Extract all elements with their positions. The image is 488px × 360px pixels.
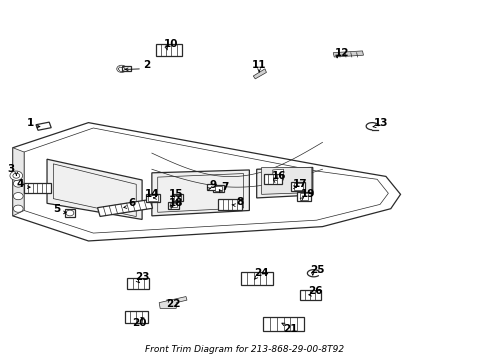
Text: 26: 26 bbox=[307, 286, 322, 296]
Circle shape bbox=[117, 65, 126, 72]
Text: 21: 21 bbox=[283, 324, 298, 334]
Polygon shape bbox=[171, 194, 182, 201]
Text: 17: 17 bbox=[293, 179, 307, 189]
Text: 22: 22 bbox=[166, 299, 181, 309]
Text: 4: 4 bbox=[17, 179, 24, 189]
Polygon shape bbox=[122, 66, 131, 71]
Text: 10: 10 bbox=[164, 39, 178, 49]
Polygon shape bbox=[24, 183, 51, 193]
Polygon shape bbox=[218, 199, 241, 210]
Polygon shape bbox=[241, 272, 272, 285]
Polygon shape bbox=[293, 183, 302, 189]
Polygon shape bbox=[256, 167, 312, 198]
Polygon shape bbox=[13, 123, 400, 241]
Polygon shape bbox=[206, 184, 215, 190]
Polygon shape bbox=[215, 186, 222, 190]
Polygon shape bbox=[97, 199, 152, 216]
Polygon shape bbox=[173, 195, 180, 199]
Text: 1: 1 bbox=[26, 118, 34, 128]
Polygon shape bbox=[170, 203, 177, 207]
Polygon shape bbox=[262, 318, 304, 331]
Polygon shape bbox=[297, 192, 310, 201]
Polygon shape bbox=[291, 182, 305, 191]
Text: 6: 6 bbox=[128, 198, 136, 208]
Polygon shape bbox=[127, 278, 149, 289]
Text: 2: 2 bbox=[143, 60, 150, 70]
Polygon shape bbox=[332, 51, 363, 57]
Polygon shape bbox=[64, 210, 75, 217]
Text: 8: 8 bbox=[236, 197, 243, 207]
Text: 18: 18 bbox=[169, 198, 183, 208]
Text: 3: 3 bbox=[8, 164, 15, 174]
Polygon shape bbox=[13, 148, 24, 216]
Circle shape bbox=[10, 171, 22, 180]
Text: 5: 5 bbox=[53, 204, 61, 214]
Polygon shape bbox=[124, 311, 148, 323]
Polygon shape bbox=[47, 159, 142, 220]
Polygon shape bbox=[145, 194, 160, 202]
Text: 23: 23 bbox=[135, 272, 149, 282]
Polygon shape bbox=[299, 193, 308, 199]
Text: 9: 9 bbox=[209, 180, 216, 190]
Circle shape bbox=[66, 210, 74, 216]
Text: Front Trim Diagram for 213-868-29-00-8T92: Front Trim Diagram for 213-868-29-00-8T9… bbox=[144, 345, 344, 354]
Text: 14: 14 bbox=[144, 189, 159, 199]
Text: 24: 24 bbox=[254, 268, 268, 278]
Polygon shape bbox=[152, 170, 249, 216]
Text: 7: 7 bbox=[221, 182, 228, 192]
Circle shape bbox=[13, 173, 20, 178]
Polygon shape bbox=[272, 169, 283, 181]
Polygon shape bbox=[253, 69, 266, 79]
Text: 25: 25 bbox=[310, 265, 324, 275]
Polygon shape bbox=[168, 202, 179, 209]
Text: 12: 12 bbox=[334, 48, 348, 58]
Polygon shape bbox=[261, 167, 311, 194]
Text: 15: 15 bbox=[169, 189, 183, 199]
Polygon shape bbox=[263, 174, 282, 184]
Text: 19: 19 bbox=[300, 189, 314, 199]
Text: 11: 11 bbox=[251, 60, 266, 70]
Polygon shape bbox=[148, 195, 158, 201]
Text: 16: 16 bbox=[271, 171, 285, 181]
Circle shape bbox=[13, 193, 23, 200]
Circle shape bbox=[13, 205, 23, 212]
Polygon shape bbox=[213, 185, 224, 192]
Polygon shape bbox=[36, 122, 51, 130]
Polygon shape bbox=[300, 290, 320, 300]
Circle shape bbox=[13, 180, 23, 187]
Polygon shape bbox=[159, 297, 186, 309]
Text: 20: 20 bbox=[132, 319, 146, 328]
Polygon shape bbox=[156, 44, 181, 56]
Text: 13: 13 bbox=[373, 118, 387, 128]
